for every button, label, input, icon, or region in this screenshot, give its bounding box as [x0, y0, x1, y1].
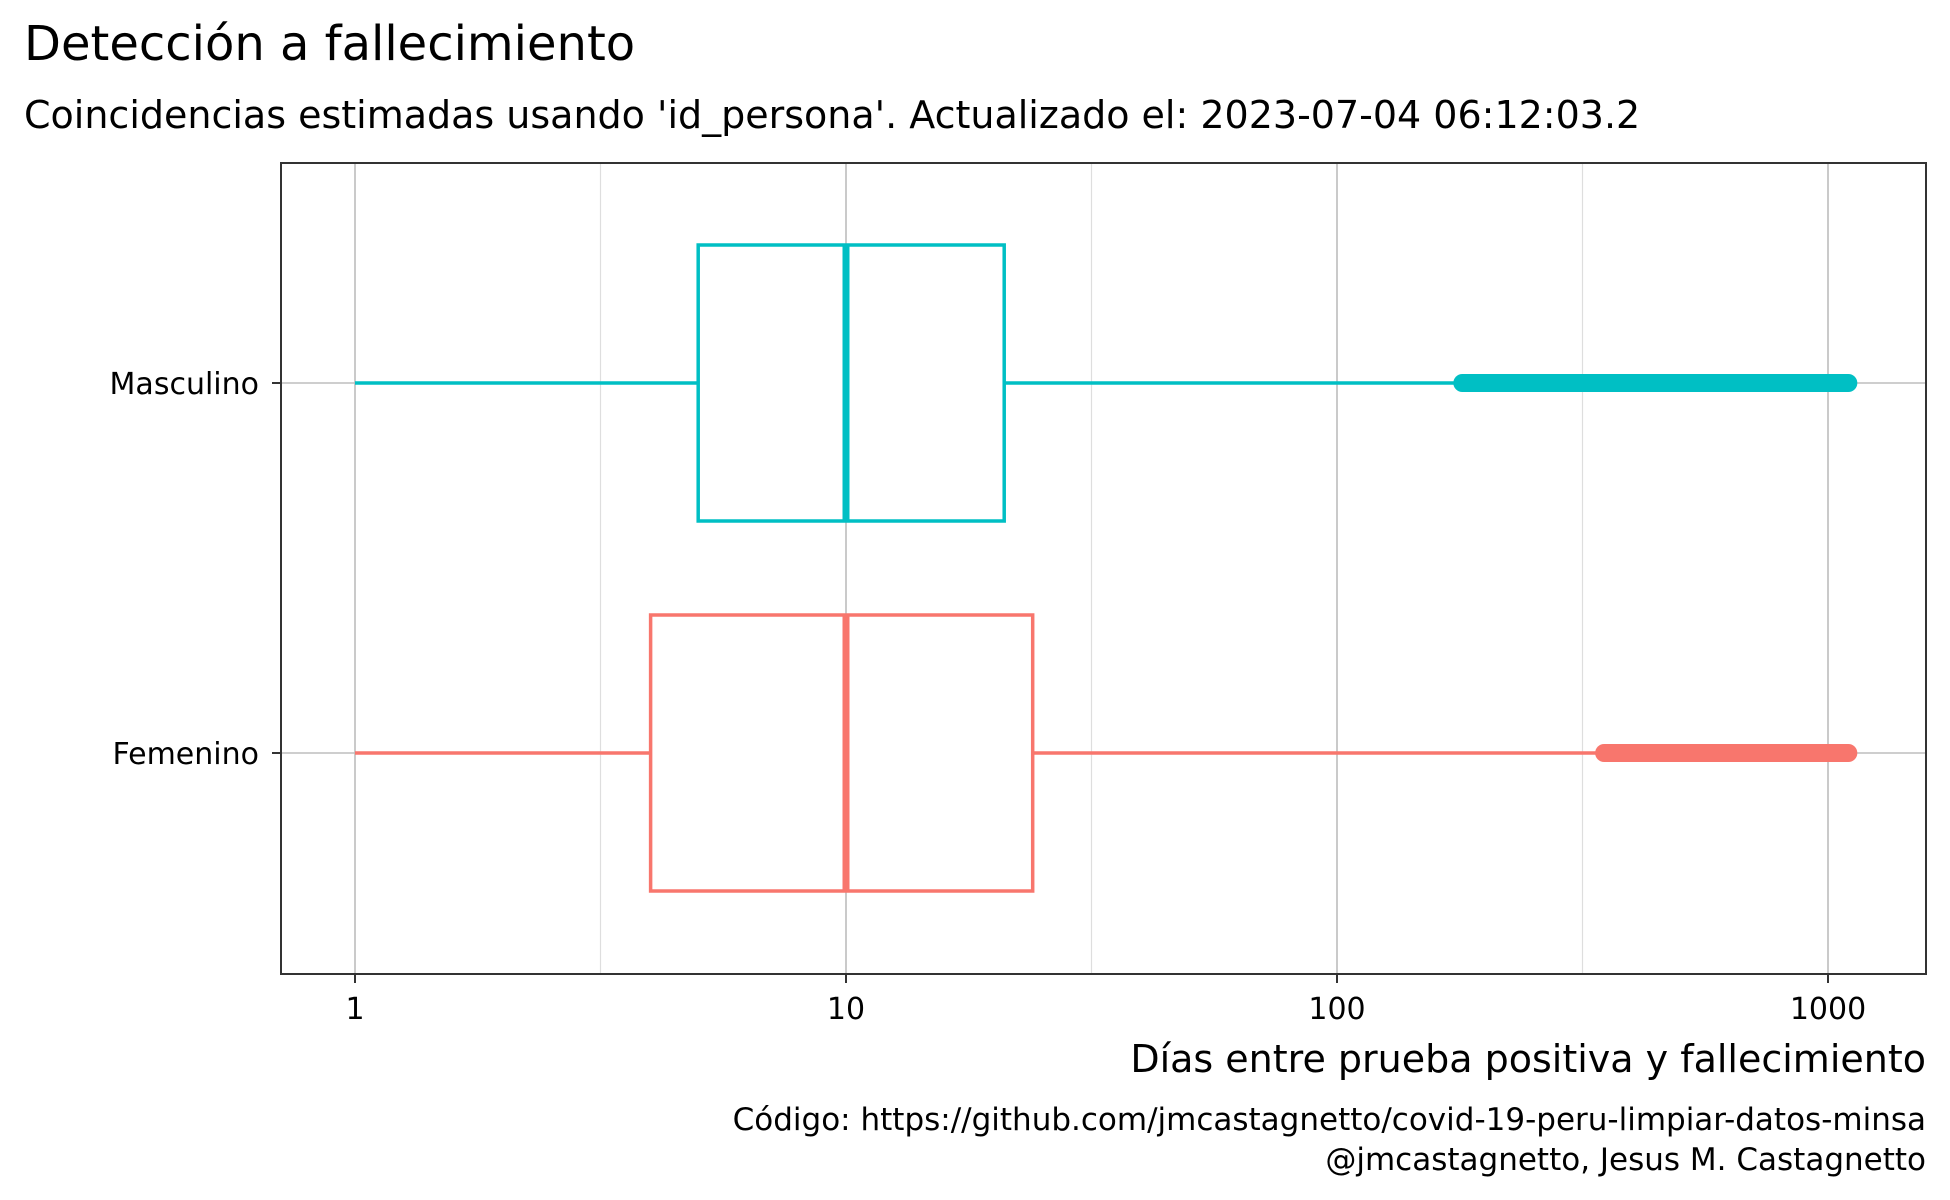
box-iqr: [696, 243, 1006, 523]
grid-major: [281, 163, 1926, 974]
caption-line-1: Código: https://github.com/jmcastagnetto…: [733, 1102, 1926, 1138]
x-axis-label: Días entre prueba positiva y fallecimien…: [1130, 1037, 1926, 1081]
x-tick-label: 1: [345, 992, 364, 1027]
chart-subtitle: Coincidencias estimadas usando 'id_perso…: [24, 93, 1640, 137]
x-tick-label: 1000: [1790, 992, 1866, 1027]
boxes: [355, 243, 1858, 893]
x-axis: 1 10 100 1000: [345, 974, 1866, 1027]
chart-title: Detección a fallecimiento: [24, 16, 635, 72]
plot-panel-border: [280, 162, 1927, 975]
box-iqr: [648, 613, 1035, 893]
x-tick-label: 10: [827, 992, 865, 1027]
y-tick-label: Masculino: [110, 367, 259, 402]
caption-line-2: @jmcastagnetto, Jesus M. Castagnetto: [1325, 1142, 1926, 1178]
x-tick-label: 100: [1308, 992, 1365, 1027]
grid-minor: [599, 163, 1584, 974]
y-tick-label: Femenino: [113, 737, 259, 772]
y-axis: Masculino Femenino: [110, 367, 281, 772]
